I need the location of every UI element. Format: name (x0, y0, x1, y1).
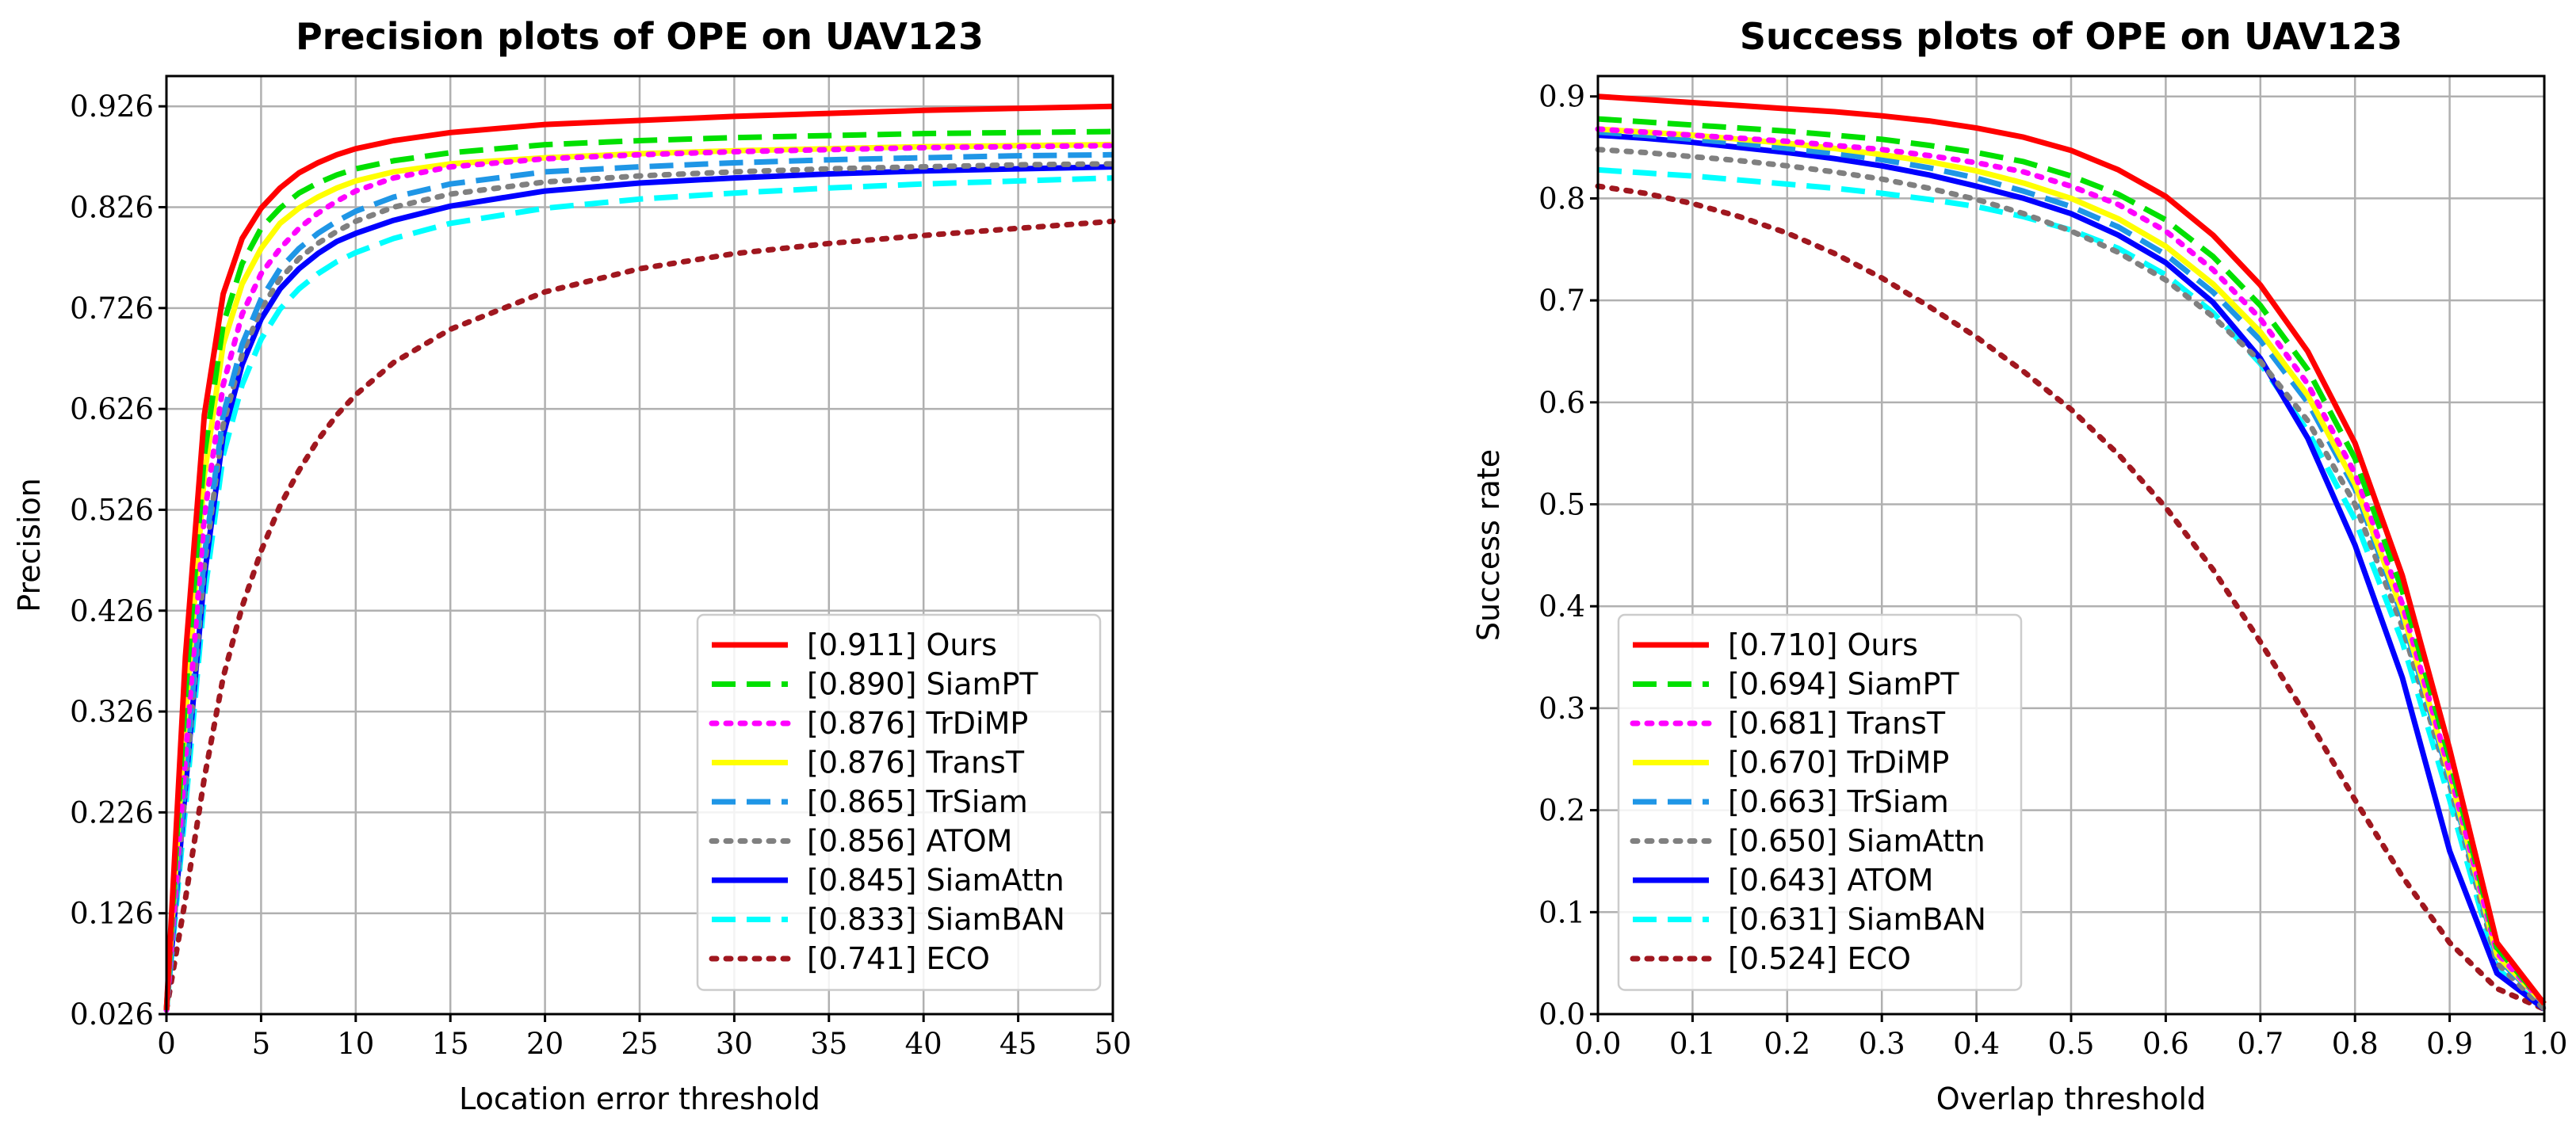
x-tick-label: 0.5 (2048, 1027, 2095, 1061)
x-tick-label: 0.7 (2237, 1027, 2284, 1061)
legend-entry-trsiam: [0.865] TrSiam (807, 784, 1028, 819)
precision-plot: 0 5 10 15 20 25 30 35 40 45 50 0.026 0.126 0.226 0.326… (12, 15, 1132, 1116)
legend-entry-transt: [0.876] TransT (807, 746, 1025, 780)
x-tick-label: 40 (905, 1027, 942, 1061)
x-tick-label: 50 (1094, 1027, 1131, 1061)
y-tick-label: 0.0 (1538, 997, 1585, 1032)
series-line-eco (163, 218, 1116, 1013)
legend-entry-siampt: [0.694] SiamPT (1728, 667, 1959, 702)
y-tick-label: 0.726 (70, 292, 154, 326)
series-line-siamban (163, 175, 1114, 1011)
legend-entry-siamattn: [0.650] SiamAttn (1728, 824, 1986, 859)
series-line-siamattn (1595, 147, 2547, 1013)
y-tick-label: 0.8 (1538, 181, 1585, 216)
x-tick-label: 0.0 (1575, 1027, 1622, 1061)
x-tick-label: 0.2 (1764, 1027, 1810, 1061)
series-lines (1595, 93, 2547, 1013)
legend-entry-trdimp: [0.670] TrDiMP (1728, 746, 1949, 780)
y-tick-label: 0.4 (1538, 589, 1585, 624)
x-tick-label: 0.1 (1669, 1027, 1716, 1061)
legend-entry-trdimp: [0.876] TrDiMP (807, 706, 1028, 741)
y-axis-label: Success rate (1471, 449, 1506, 641)
y-tick-label: 0.526 (70, 493, 154, 527)
legend: [0.911] Ours [0.890] SiamPT [0.876] TrDiMP… (696, 613, 1102, 991)
y-tick-label: 0.126 (70, 897, 154, 931)
series-line-siampt (1597, 116, 2547, 1006)
y-tick-label: 0.826 (70, 191, 154, 225)
x-tick-label: 10 (337, 1027, 374, 1061)
y-axis-label: Precision (12, 478, 47, 612)
y-tick-label: 0.326 (70, 695, 154, 729)
y-tick-label: 0.026 (70, 997, 154, 1032)
x-tick-label: 0 (157, 1027, 176, 1061)
series-line-siampt (163, 128, 1114, 1011)
x-tick-label: 0.9 (2426, 1027, 2473, 1061)
legend-entry-atom: [0.643] ATOM (1728, 863, 1933, 898)
y-tick-label: 0.7 (1538, 284, 1585, 318)
y-tick-label: 0.926 (70, 90, 154, 124)
y-tick-label: 0.1 (1538, 895, 1585, 929)
series-lines (163, 103, 1116, 1013)
x-tick-label: 20 (526, 1027, 564, 1061)
legend-entry-eco: [0.741] ECO (807, 941, 990, 976)
y-tick-label: 0.5 (1538, 488, 1585, 522)
legend-box (696, 613, 1102, 991)
legend-entry-siamattn: [0.845] SiamAttn (807, 863, 1064, 898)
x-tick-label: 0.4 (1953, 1027, 2000, 1061)
legend-entry-ours: [0.911] Ours (807, 627, 997, 662)
x-tick-label: 0.8 (2332, 1027, 2379, 1061)
series-line-transt (163, 142, 1114, 1011)
legend-entry-trsiam: [0.663] TrSiam (1728, 784, 1949, 819)
series-line-eco (1595, 183, 2547, 1013)
x-tick-label: 1.0 (2521, 1027, 2568, 1061)
legend-entry-transt: [0.681] TransT (1728, 706, 1946, 741)
series-line-atom (1597, 132, 2547, 1012)
legend-entry-siamban: [0.631] SiamBAN (1728, 902, 1986, 937)
legend-entry-siamban: [0.833] SiamBAN (807, 902, 1065, 937)
chart-title: Precision plots of OPE on UAV123 (296, 15, 984, 58)
legend-entry-atom: [0.856] ATOM (807, 824, 1012, 859)
x-axis-label: Overlap threshold (1936, 1081, 2206, 1116)
y-tick-label: 0.226 (70, 795, 154, 830)
x-tick-label: 0.3 (1859, 1027, 1905, 1061)
x-tick-label: 5 (252, 1027, 271, 1061)
legend-entry-siampt: [0.890] SiamPT (807, 667, 1038, 702)
y-tick-label: 0.2 (1538, 794, 1585, 828)
y-tick-label: 0.9 (1538, 80, 1585, 114)
series-line-transt (1595, 126, 2547, 1007)
series-line-ours (163, 103, 1114, 1011)
series-line-trdimp (163, 143, 1116, 1013)
series-line-siamban (1597, 166, 2547, 1012)
legend-entry-eco: [0.524] ECO (1728, 941, 1911, 976)
success-plot: 0.0 0.1 0.2 0.3 0.4 0.5 0.6 0.7 0.8 0.9 1.0 0.0 0.1 0… (1471, 15, 2567, 1116)
series-line-ours (1597, 93, 2547, 1006)
y-tick-label: 0.3 (1538, 692, 1585, 726)
x-tick-label: 0.6 (2142, 1027, 2189, 1061)
y-tick-label: 0.6 (1538, 386, 1585, 420)
x-tick-label: 25 (621, 1027, 658, 1061)
legend-entry-ours: [0.710] Ours (1728, 627, 1918, 662)
legend-box (1617, 613, 2023, 991)
x-tick-label: 35 (810, 1027, 847, 1061)
legend: [0.710] Ours [0.694] SiamPT [0.681] TransT… (1617, 613, 2023, 991)
x-axis-label: Location error threshold (459, 1081, 820, 1116)
x-tick-label: 15 (432, 1027, 469, 1061)
chart-title: Success plots of OPE on UAV123 (1740, 15, 2402, 58)
x-tick-label: 30 (716, 1027, 753, 1061)
series-line-trsiam (163, 151, 1114, 1011)
y-tick-label: 0.626 (70, 392, 154, 426)
x-tick-label: 45 (999, 1027, 1037, 1061)
y-tick-label: 0.426 (70, 594, 154, 628)
